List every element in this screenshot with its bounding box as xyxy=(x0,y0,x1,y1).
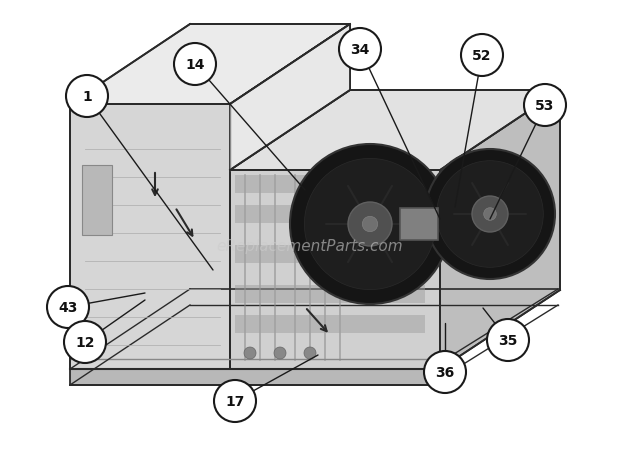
Bar xyxy=(82,166,112,236)
Polygon shape xyxy=(230,25,350,369)
Circle shape xyxy=(362,217,378,232)
Text: 43: 43 xyxy=(58,300,78,314)
Text: 36: 36 xyxy=(435,365,454,379)
Bar xyxy=(235,315,425,333)
Polygon shape xyxy=(230,25,350,171)
Text: 52: 52 xyxy=(472,49,492,63)
Circle shape xyxy=(47,286,89,328)
Circle shape xyxy=(304,159,436,290)
Bar xyxy=(235,245,425,263)
Text: 12: 12 xyxy=(75,335,95,349)
Circle shape xyxy=(339,29,381,71)
Circle shape xyxy=(304,347,316,359)
Bar xyxy=(235,176,425,193)
Bar xyxy=(235,206,425,223)
Circle shape xyxy=(214,380,256,422)
Text: 17: 17 xyxy=(225,394,245,408)
Circle shape xyxy=(461,35,503,77)
Polygon shape xyxy=(70,25,350,105)
Circle shape xyxy=(174,44,216,86)
Circle shape xyxy=(487,319,529,361)
Circle shape xyxy=(274,347,286,359)
Text: 1: 1 xyxy=(82,90,92,104)
Circle shape xyxy=(425,150,555,279)
Text: eReplacementParts.com: eReplacementParts.com xyxy=(216,238,404,253)
Circle shape xyxy=(64,321,106,363)
Circle shape xyxy=(244,347,256,359)
Polygon shape xyxy=(70,105,230,369)
Circle shape xyxy=(436,162,543,268)
Polygon shape xyxy=(230,91,560,171)
Bar xyxy=(350,207,392,245)
Circle shape xyxy=(524,85,566,127)
Circle shape xyxy=(348,202,392,247)
Circle shape xyxy=(66,76,108,118)
Text: 34: 34 xyxy=(350,43,370,57)
Circle shape xyxy=(290,145,450,304)
Bar xyxy=(400,208,438,241)
Circle shape xyxy=(424,351,466,393)
Text: 14: 14 xyxy=(185,58,205,72)
Text: 35: 35 xyxy=(498,333,518,347)
Circle shape xyxy=(484,208,496,221)
Bar xyxy=(235,285,425,303)
Polygon shape xyxy=(440,91,560,369)
Polygon shape xyxy=(230,171,440,369)
Circle shape xyxy=(472,197,508,233)
Polygon shape xyxy=(70,369,430,385)
Text: 53: 53 xyxy=(535,99,555,113)
